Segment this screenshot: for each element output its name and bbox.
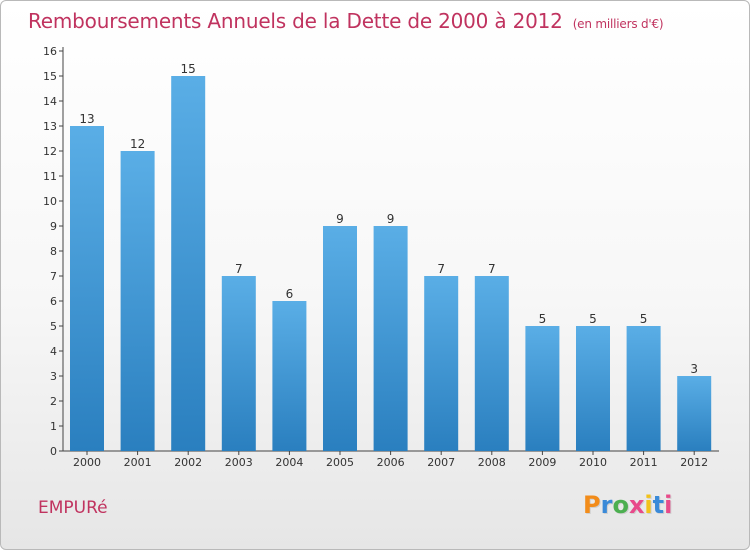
bar-value-label: 7 bbox=[437, 262, 445, 276]
y-tick-label: 11 bbox=[43, 170, 57, 183]
y-tick-label: 9 bbox=[50, 220, 57, 233]
bar-value-label: 7 bbox=[488, 262, 496, 276]
y-tick-label: 15 bbox=[43, 70, 57, 83]
bar-2003 bbox=[221, 276, 256, 451]
bar-value-label: 7 bbox=[235, 262, 243, 276]
y-tick-label: 12 bbox=[43, 145, 57, 158]
bar-value-label: 12 bbox=[130, 137, 145, 151]
proxiti-logo[interactable]: Proxiti bbox=[583, 491, 672, 519]
y-tick-label: 8 bbox=[50, 245, 57, 258]
logo-letter: i bbox=[664, 491, 673, 519]
y-tick-label: 1 bbox=[50, 420, 57, 433]
bar-2008 bbox=[474, 276, 509, 451]
logo-letter: i bbox=[644, 491, 653, 519]
bar-value-label: 9 bbox=[387, 212, 395, 226]
bar-value-label: 15 bbox=[181, 62, 196, 76]
logo-letter: P bbox=[583, 491, 601, 519]
bar-2001 bbox=[120, 151, 155, 451]
commune-name: EMPURé bbox=[38, 498, 108, 518]
bar-2009 bbox=[525, 326, 560, 451]
y-tick-label: 14 bbox=[43, 95, 57, 108]
bars-group: 13 12 15 7 6 9 9 7 7 5 5 5 3 bbox=[70, 62, 712, 451]
bar-value-label: 9 bbox=[336, 212, 344, 226]
bar-value-label: 6 bbox=[286, 287, 294, 301]
y-tick-label: 0 bbox=[50, 445, 57, 458]
x-tick-label: 2005 bbox=[326, 456, 354, 469]
y-tick-label: 6 bbox=[50, 295, 57, 308]
bar-2002 bbox=[171, 76, 206, 451]
bar-2005 bbox=[323, 226, 357, 451]
x-tick-label: 2002 bbox=[174, 456, 202, 469]
bar-value-label: 13 bbox=[79, 112, 94, 126]
y-tick-label: 13 bbox=[43, 120, 57, 133]
x-tick-label: 2004 bbox=[275, 456, 303, 469]
x-tick-label: 2007 bbox=[427, 456, 455, 469]
bar-2006 bbox=[373, 226, 408, 451]
y-tick-label: 16 bbox=[43, 45, 57, 58]
bar-2004 bbox=[272, 301, 307, 451]
x-tick-label: 2010 bbox=[579, 456, 607, 469]
y-tick-label: 5 bbox=[50, 320, 57, 333]
title-text: Remboursements Annuels de la Dette de 20… bbox=[28, 9, 563, 33]
y-tick-label: 7 bbox=[50, 270, 57, 283]
x-tick-label: 2009 bbox=[528, 456, 556, 469]
y-tick-label: 4 bbox=[50, 345, 57, 358]
y-tick-label: 2 bbox=[50, 395, 57, 408]
x-tick-label: 2011 bbox=[630, 456, 658, 469]
bar-value-label: 5 bbox=[589, 312, 597, 326]
bar-2012 bbox=[677, 376, 712, 451]
x-tick-label: 2000 bbox=[73, 456, 101, 469]
bar-value-label: 3 bbox=[690, 362, 698, 376]
logo-letter: o bbox=[612, 491, 629, 519]
x-tick-label: 2001 bbox=[124, 456, 152, 469]
x-tick-label: 2012 bbox=[680, 456, 708, 469]
bar-2007 bbox=[424, 276, 459, 451]
y-tick-label: 10 bbox=[43, 195, 57, 208]
bar-2010 bbox=[576, 326, 610, 451]
y-tick-label: 3 bbox=[50, 370, 57, 383]
chart-title: Remboursements Annuels de la Dette de 20… bbox=[28, 9, 664, 33]
logo-letter: t bbox=[652, 491, 665, 519]
bar-value-label: 5 bbox=[539, 312, 547, 326]
logo-letter: x bbox=[628, 491, 645, 519]
x-tick-label: 2008 bbox=[478, 456, 506, 469]
logo-letter: r bbox=[600, 491, 613, 519]
bar-2000 bbox=[70, 126, 104, 451]
x-tick-label: 2003 bbox=[225, 456, 253, 469]
x-tick-label: 2006 bbox=[377, 456, 405, 469]
bar-value-label: 5 bbox=[640, 312, 648, 326]
bar-2011 bbox=[626, 326, 661, 451]
chart-subtitle: (en milliers d'€) bbox=[572, 17, 664, 31]
